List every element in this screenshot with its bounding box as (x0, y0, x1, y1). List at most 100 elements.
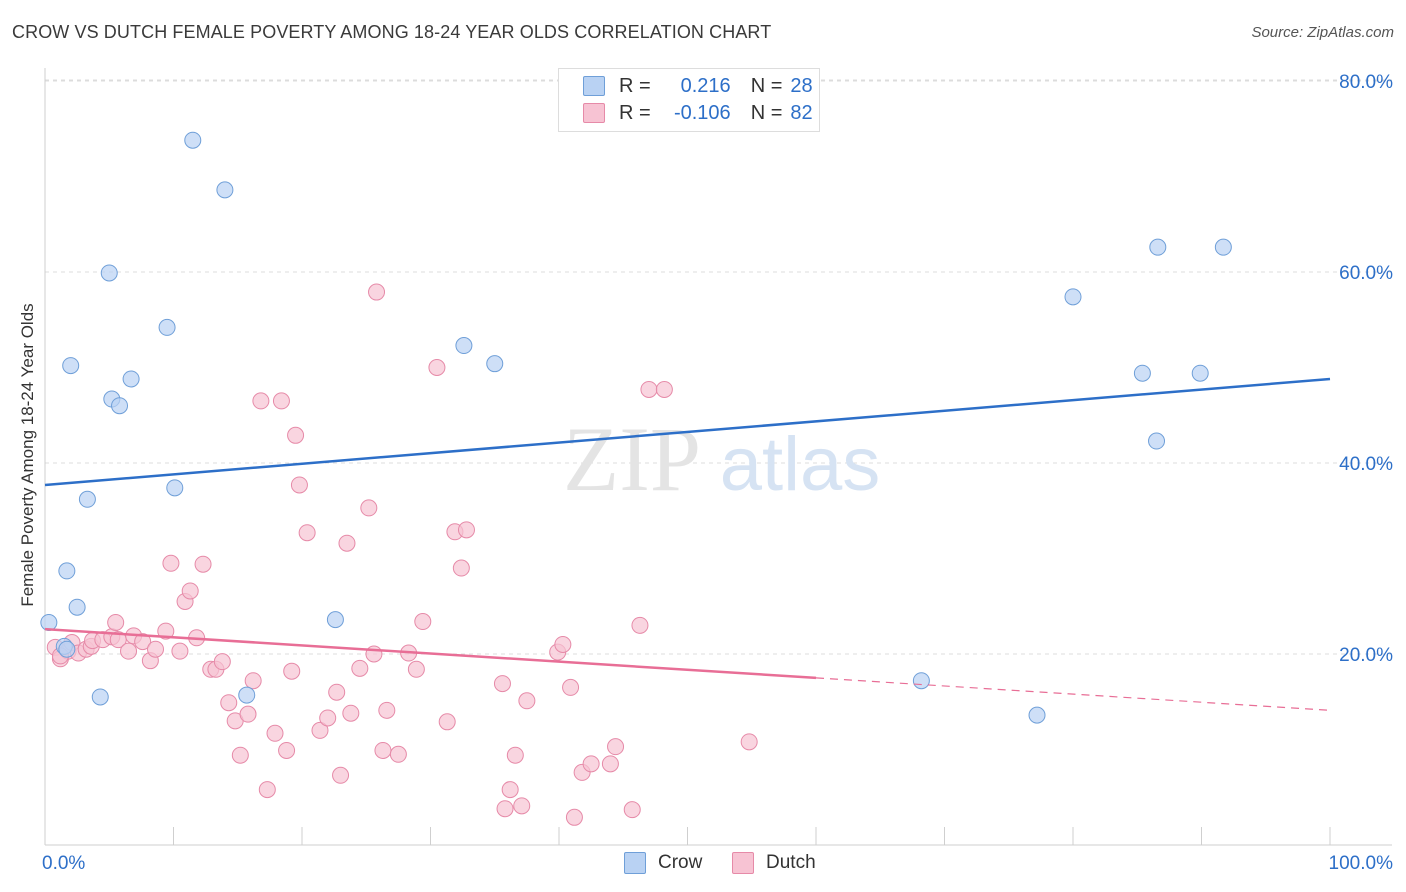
legend-item-dutch[interactable]: Dutch (732, 852, 816, 874)
dutch-point (252, 392, 270, 410)
x-tick-label-min: 0.0% (42, 853, 85, 874)
dutch-point (213, 653, 231, 671)
dutch-point (631, 616, 649, 634)
dutch-point (562, 678, 580, 696)
watermark-zip: ZIP (563, 408, 701, 510)
dutch-points (46, 283, 758, 826)
dutch-point (501, 781, 519, 799)
y-tick-label: 60.0% (1339, 263, 1393, 284)
dutch-point (157, 622, 175, 640)
dutch-swatch (583, 103, 605, 123)
dutch-point (120, 642, 138, 660)
series-legend: Crow Dutch (0, 852, 1406, 876)
crow-point (111, 397, 129, 415)
crow-point (1148, 432, 1166, 450)
crow-point (91, 688, 109, 706)
dutch-point (368, 283, 386, 301)
dutch-point (378, 701, 396, 719)
dutch-point (452, 559, 470, 577)
trend-lines (44, 377, 1331, 711)
tick-labels: 20.0% 40.0% 60.0% 80.0% 0.0% 100.0% (42, 72, 1393, 874)
crow-point (58, 562, 76, 580)
dutch-point (640, 380, 658, 398)
crow-point (326, 611, 344, 629)
dutch-point (342, 704, 360, 722)
dutch-point (231, 746, 249, 764)
dutch-point (351, 659, 369, 677)
crow-point (455, 337, 473, 355)
dutch-point (360, 499, 378, 517)
dutch-point (428, 359, 446, 376)
dutch-legend-swatch (732, 852, 754, 874)
dutch-point (290, 476, 308, 494)
dutch-point (457, 521, 475, 539)
crow-points (40, 131, 1232, 724)
dutch-point (287, 426, 305, 444)
dutch-r-value: -0.106 (673, 101, 731, 124)
watermark: ZIP atlas (563, 408, 880, 510)
dutch-point (220, 694, 238, 712)
dutch-point (171, 642, 189, 660)
dutch-point (244, 672, 262, 690)
crow-point (166, 479, 184, 497)
crow-legend-label: Crow (658, 852, 703, 873)
dutch-point (607, 738, 625, 756)
dutch-legend-label: Dutch (766, 852, 816, 873)
crow-point (1191, 364, 1209, 382)
dutch-point (162, 554, 180, 572)
crow-point (486, 355, 504, 373)
legend-r-label: R = (619, 74, 651, 97)
y-tick-label: 20.0% (1339, 645, 1393, 666)
dutch-point (283, 662, 301, 680)
dutch-point (740, 733, 758, 751)
legend-row-crow: R = 0.216 N = 28 (583, 73, 813, 99)
dutch-point (266, 724, 284, 742)
y-tick-label: 80.0% (1339, 72, 1393, 93)
dutch-point (518, 692, 536, 710)
crow-point (1149, 238, 1167, 256)
dutch-point (506, 746, 524, 764)
dutch-point (107, 613, 125, 631)
legend-n-label: N = (750, 74, 783, 97)
crow-point (184, 131, 202, 149)
dutch-point (181, 582, 199, 600)
dutch-point (374, 741, 392, 759)
gridlines (45, 79, 1392, 655)
crow-point (68, 598, 86, 616)
crow-trend-line (44, 377, 1331, 487)
dutch-trend-line (44, 627, 817, 680)
dutch-point (496, 800, 514, 818)
crow-point (238, 686, 256, 704)
dutch-point (623, 801, 641, 819)
dutch-point (407, 660, 425, 678)
legend-item-crow[interactable]: Crow (624, 852, 702, 874)
dutch-point (513, 797, 531, 815)
legend-n-label: N = (750, 101, 783, 124)
chart-title: CROW VS DUTCH FEMALE POVERTY AMONG 18-24… (12, 22, 772, 42)
crow-point (100, 264, 118, 282)
dutch-point (134, 633, 152, 651)
dutch-n-value: 82 (790, 101, 813, 124)
dutch-point (278, 741, 296, 759)
crow-legend-swatch (624, 852, 646, 874)
crow-swatch (583, 76, 605, 96)
legend-r-label: R = (619, 101, 651, 124)
crow-point (216, 181, 234, 199)
dutch-point (601, 755, 619, 773)
source-credit: Source: ZipAtlas.com (1251, 24, 1394, 41)
crow-point (912, 672, 930, 690)
y-tick-label: 40.0% (1339, 454, 1393, 475)
dutch-point (272, 392, 290, 410)
crow-point (122, 370, 140, 388)
crow-point (78, 490, 96, 508)
x-tick-label-max: 100.0% (1329, 853, 1394, 874)
crow-point (58, 640, 76, 658)
dutch-point (319, 709, 337, 727)
crow-point (158, 318, 176, 336)
dutch-point (328, 683, 346, 701)
axes (44, 68, 1392, 846)
crow-point (1064, 288, 1082, 306)
crow-point (1214, 238, 1232, 256)
dutch-point (332, 766, 350, 784)
